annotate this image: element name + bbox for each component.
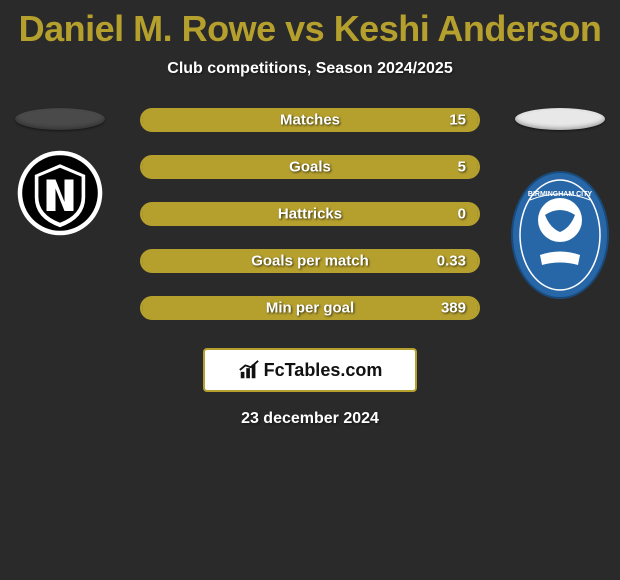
stat-bar-value: 5 <box>458 159 466 176</box>
stat-bar: Hattricks 0 <box>140 202 480 226</box>
right-team-crest: 1875 BIRMINGHAM CITY <box>510 170 610 300</box>
stat-bar-label: Goals <box>289 159 331 176</box>
chart-icon <box>238 359 260 381</box>
left-oval <box>15 108 105 130</box>
svg-text:BIRMINGHAM CITY: BIRMINGHAM CITY <box>528 191 592 198</box>
title-player-left: Daniel M. Rowe <box>19 8 276 49</box>
right-team-slot: 1875 BIRMINGHAM CITY <box>510 108 610 300</box>
comparison-title: Daniel M. Rowe vs Keshi Anderson <box>0 0 620 50</box>
stat-bar: Min per goal 389 <box>140 296 480 320</box>
stat-bar: Goals 5 <box>140 155 480 179</box>
stat-bar: Matches 15 <box>140 108 480 132</box>
stat-bar-value: 389 <box>441 300 466 317</box>
stat-bar-label: Hattricks <box>278 206 342 223</box>
title-player-right: Keshi Anderson <box>334 8 602 49</box>
stat-bars: Matches 15 Goals 5 Hattricks 0 Goals per match… <box>140 108 480 320</box>
stat-bar: Goals per match 0.33 <box>140 249 480 273</box>
stat-bar-label: Goals per match <box>251 253 369 270</box>
club-badge-icon: 1875 BIRMINGHAM CITY <box>510 170 610 300</box>
stat-bar-label: Min per goal <box>266 300 354 317</box>
stat-bar-label: Matches <box>280 112 340 129</box>
svg-text:1875: 1875 <box>550 262 570 272</box>
stat-bar-value: 0.33 <box>437 253 466 270</box>
left-team-slot <box>10 108 110 238</box>
branding-box: FcTables.com <box>203 348 417 392</box>
comparison-body: 1875 BIRMINGHAM CITY Matches 15 Goals 5 Hatt… <box>0 108 620 320</box>
title-vs: vs <box>276 8 334 49</box>
stat-bar-value: 15 <box>449 112 466 129</box>
right-oval <box>515 108 605 130</box>
subtitle: Club competitions, Season 2024/2025 <box>0 60 620 78</box>
stat-bar-value: 0 <box>458 206 466 223</box>
shield-icon <box>15 148 105 238</box>
left-team-crest <box>15 148 105 238</box>
branding-text: FcTables.com <box>264 360 383 381</box>
date-text: 23 december 2024 <box>0 410 620 428</box>
